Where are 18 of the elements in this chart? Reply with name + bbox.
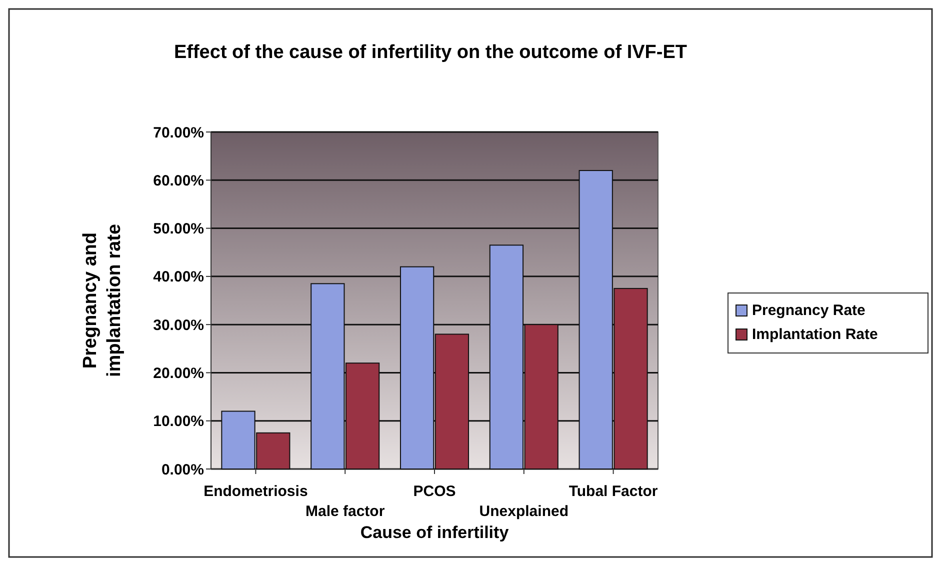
- y-tick-label: 70.00%: [153, 124, 204, 142]
- x-tick-label: Unexplained: [479, 503, 568, 520]
- x-tick-label: Tubal Factor: [568, 483, 658, 500]
- legend-label: Implantation Rate: [752, 326, 878, 343]
- y-tick-label: 50.00%: [153, 220, 204, 238]
- legend-label: Pregnancy Rate: [752, 302, 866, 319]
- x-tick-label: Endometriosis: [204, 483, 308, 500]
- x-tick-label: Male factor: [306, 503, 385, 520]
- y-tick-label: 0.00%: [161, 461, 204, 478]
- x-tick-label: PCOS: [413, 483, 456, 500]
- y-tick-label: 30.00%: [153, 316, 204, 334]
- y-tick-label: 10.00%: [153, 413, 204, 430]
- chart-title: Effect of the cause of infertility on the outcome of IVF-ET: [174, 42, 688, 63]
- y-axis-title: Pregnancy and implantation rate: [80, 224, 125, 378]
- y-tick-label: 60.00%: [153, 172, 204, 190]
- x-axis-title: Cause of infertility: [360, 523, 510, 542]
- y-tick-label: 40.00%: [153, 268, 204, 286]
- y-tick-label: 20.00%: [153, 364, 204, 382]
